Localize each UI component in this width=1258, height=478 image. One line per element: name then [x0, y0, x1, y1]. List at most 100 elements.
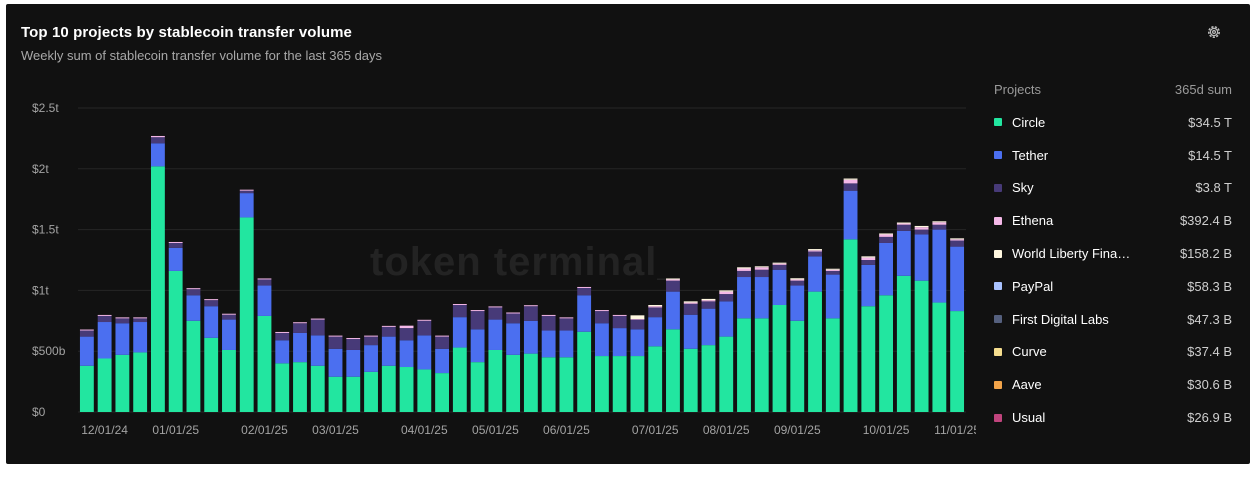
- bar-segment-tether[interactable]: [808, 256, 822, 292]
- bar-segment-tether[interactable]: [861, 264, 876, 307]
- bar-segment-tether[interactable]: [257, 285, 272, 316]
- bar-segment-circle[interactable]: [257, 315, 272, 412]
- bar-segment-ethena[interactable]: [683, 302, 698, 304]
- bar-segment-ethena[interactable]: [133, 317, 148, 319]
- bar-segment-sky[interactable]: [896, 224, 911, 231]
- bar-segment-ethena[interactable]: [381, 325, 396, 327]
- bar-segment-tether[interactable]: [133, 322, 148, 353]
- legend-item-ethena[interactable]: Ethena $392.4 B: [994, 204, 1232, 237]
- bar-segment-sky[interactable]: [825, 270, 840, 275]
- bar-segment-world-liberty-fina[interactable]: [896, 222, 911, 224]
- bar-segment-sky[interactable]: [204, 300, 219, 307]
- bar-segment-tether[interactable]: [719, 301, 734, 337]
- bar-segment-sky[interactable]: [737, 270, 751, 278]
- bar-segment-tether[interactable]: [452, 317, 467, 348]
- gear-icon[interactable]: [1206, 24, 1222, 40]
- bar-segment-sky[interactable]: [630, 319, 645, 330]
- bar-segment-ethena[interactable]: [417, 319, 432, 321]
- bar-segment-world-liberty-fina[interactable]: [701, 298, 716, 301]
- legend-item-paypal[interactable]: PayPal $58.3 B: [994, 270, 1232, 303]
- bar-segment-sky[interactable]: [594, 311, 609, 324]
- bar-segment-circle[interactable]: [186, 320, 201, 412]
- bar-segment-sky[interactable]: [879, 236, 893, 243]
- bar-segment-ethena[interactable]: [97, 314, 112, 316]
- bar-segment-tether[interactable]: [435, 348, 449, 374]
- bar-segment-sky[interactable]: [914, 229, 929, 235]
- bar-segment-sky[interactable]: [577, 287, 592, 296]
- bar-segment-sky[interactable]: [683, 303, 698, 315]
- bar-segment-ethena[interactable]: [488, 306, 503, 308]
- bar-segment-ethena[interactable]: [452, 303, 467, 305]
- bar-segment-world-liberty-fina[interactable]: [843, 178, 858, 180]
- bar-segment-sky[interactable]: [701, 301, 716, 309]
- bar-segment-sky[interactable]: [150, 137, 165, 144]
- bar-segment-circle[interactable]: [790, 320, 805, 412]
- bar-segment-tether[interactable]: [381, 336, 396, 366]
- bar-segment-tether[interactable]: [488, 319, 503, 350]
- bar-segment-circle[interactable]: [435, 373, 449, 412]
- bar-segment-sky[interactable]: [932, 224, 947, 230]
- bar-segment-tether[interactable]: [328, 348, 343, 377]
- bar-segment-ethena[interactable]: [630, 318, 645, 320]
- bar-segment-ethena[interactable]: [719, 291, 734, 295]
- bar-segment-tether[interactable]: [932, 229, 947, 303]
- bar-segment-ethena[interactable]: [808, 250, 822, 252]
- bar-segment-world-liberty-fina[interactable]: [950, 238, 965, 240]
- legend-item-circle[interactable]: Circle $34.5 T: [994, 106, 1232, 139]
- bar-segment-world-liberty-fina[interactable]: [772, 262, 787, 264]
- bar-segment-tether[interactable]: [204, 306, 219, 338]
- bar-segment-circle[interactable]: [843, 239, 858, 412]
- bar-segment-ethena[interactable]: [701, 300, 716, 302]
- bar-segment-world-liberty-fina[interactable]: [754, 266, 769, 268]
- bar-segment-ethena[interactable]: [506, 312, 521, 314]
- bar-segment-ethena[interactable]: [772, 263, 787, 265]
- bar-segment-ethena[interactable]: [399, 325, 414, 329]
- bar-segment-ethena[interactable]: [275, 331, 290, 333]
- bar-segment-sky[interactable]: [754, 269, 769, 278]
- bar-segment-ethena[interactable]: [186, 288, 201, 290]
- bar-segment-sky[interactable]: [186, 289, 201, 296]
- legend-item-aave[interactable]: Aave $30.6 B: [994, 368, 1232, 401]
- bar-segment-ethena[interactable]: [594, 310, 609, 312]
- bar-segment-ethena[interactable]: [754, 267, 769, 270]
- bar-segment-ethena[interactable]: [559, 317, 574, 319]
- bar-segment-tether[interactable]: [594, 323, 609, 357]
- bar-segment-circle[interactable]: [808, 291, 822, 412]
- bar-segment-circle[interactable]: [754, 318, 769, 412]
- bar-segment-world-liberty-fina[interactable]: [808, 249, 822, 251]
- bar-segment-circle[interactable]: [772, 304, 787, 412]
- bar-segment-tether[interactable]: [168, 247, 183, 271]
- bar-segment-world-liberty-fina[interactable]: [737, 267, 751, 269]
- bar-segment-tether[interactable]: [772, 269, 787, 305]
- bar-segment-ethena[interactable]: [648, 306, 663, 308]
- bar-segment-tether[interactable]: [417, 335, 432, 370]
- bar-segment-tether[interactable]: [950, 246, 965, 312]
- bar-segment-circle[interactable]: [452, 347, 467, 412]
- bar-segment-ethena[interactable]: [435, 335, 449, 337]
- bar-segment-ethena[interactable]: [896, 223, 911, 225]
- bar-segment-sky[interactable]: [79, 330, 94, 337]
- bar-segment-circle[interactable]: [914, 280, 929, 412]
- bar-segment-sky[interactable]: [275, 332, 290, 341]
- legend-item-first-digital-labs[interactable]: First Digital Labs $47.3 B: [994, 303, 1232, 336]
- bar-segment-sky[interactable]: [222, 314, 236, 320]
- bar-segment-circle[interactable]: [737, 318, 751, 412]
- bar-segment-sky[interactable]: [381, 326, 396, 337]
- bar-segment-sky[interactable]: [541, 315, 556, 331]
- bar-segment-circle[interactable]: [328, 376, 343, 412]
- bar-segment-ethena[interactable]: [932, 222, 947, 225]
- bar-segment-world-liberty-fina[interactable]: [914, 225, 929, 228]
- bar-segment-sky[interactable]: [293, 323, 307, 333]
- bar-segment-world-liberty-fina[interactable]: [790, 278, 805, 280]
- bar-segment-sky[interactable]: [417, 320, 432, 336]
- bar-segment-sky[interactable]: [310, 319, 325, 336]
- bar-segment-tether[interactable]: [683, 314, 698, 349]
- bar-segment-world-liberty-fina[interactable]: [683, 301, 698, 303]
- bar-segment-ethena[interactable]: [115, 317, 130, 319]
- bar-segment-sky[interactable]: [435, 336, 449, 349]
- bar-segment-tether[interactable]: [346, 349, 361, 377]
- bar-segment-circle[interactable]: [630, 356, 645, 412]
- bar-segment-ethena[interactable]: [523, 305, 538, 307]
- bar-segment-tether[interactable]: [559, 330, 574, 358]
- bar-segment-circle[interactable]: [204, 337, 219, 412]
